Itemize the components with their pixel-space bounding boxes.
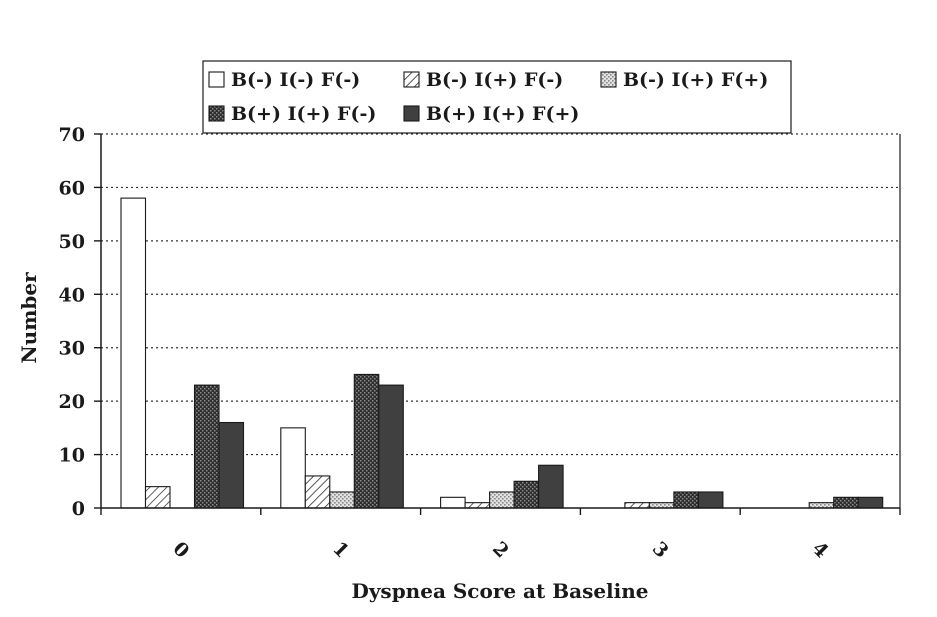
gridlines: [101, 133, 900, 456]
bar: [304, 475, 331, 509]
bar: [120, 197, 147, 509]
y-axis-title: Number: [17, 272, 41, 364]
bar: [193, 384, 220, 509]
bar: [857, 496, 884, 509]
legend-swatch: [208, 105, 225, 122]
legend: B(-) I(-) F(-) B(-) I(+) F(-) B(-) I(+) F(…: [202, 60, 792, 134]
bar: [144, 486, 171, 509]
bar: [697, 491, 724, 509]
y-tick-label: 10: [59, 445, 85, 467]
legend-label: B(-) I(-) F(-): [231, 69, 360, 91]
bar: [513, 480, 540, 509]
y-tick-label: 70: [59, 124, 85, 146]
bars: [120, 197, 884, 509]
axes: [100, 134, 901, 509]
legend-swatch: [600, 71, 617, 88]
bar: [833, 496, 859, 509]
x-tick-label: 4: [808, 538, 833, 563]
legend-label: B(-) I(+) F(+): [623, 69, 768, 91]
bar: [464, 502, 491, 509]
x-tick-label: 0: [168, 538, 193, 563]
bar: [624, 502, 650, 509]
legend-label: B(+) I(+) F(+): [426, 103, 579, 125]
y-tick-label: 40: [59, 284, 85, 306]
bar: [538, 464, 564, 509]
legend-swatch: [403, 71, 420, 88]
y-tick-label: 20: [59, 391, 85, 413]
legend-label: B(-) I(+) F(-): [426, 69, 563, 91]
y-tick-labels: 0 10 20 30 40 50 60 70: [59, 124, 101, 520]
bar: [378, 384, 404, 509]
y-tick-label: 0: [72, 498, 85, 520]
bar: [353, 373, 380, 509]
legend-swatch: [403, 105, 420, 122]
legend-box: [202, 60, 792, 134]
legend-swatch: [208, 71, 225, 88]
x-axis-title: Dyspnea Score at Baseline: [351, 579, 648, 603]
bar: [440, 496, 466, 509]
y-tick-label: 60: [59, 177, 85, 199]
bar: [489, 491, 515, 509]
bar: [648, 502, 675, 509]
legend-label: B(+) I(+) F(-): [231, 103, 376, 125]
y-tick-label: 50: [59, 231, 85, 253]
bar: [280, 427, 306, 509]
x-tick-label: 3: [648, 538, 673, 563]
bar: [808, 502, 835, 509]
x-tick-label: 2: [488, 538, 513, 563]
bar: [329, 491, 355, 509]
x-tick-labels: 0 1 2 3 4: [100, 508, 901, 563]
y-tick-label: 30: [59, 338, 85, 360]
x-tick-label: 1: [328, 538, 353, 563]
bar: [673, 491, 699, 509]
bar: [218, 421, 245, 509]
